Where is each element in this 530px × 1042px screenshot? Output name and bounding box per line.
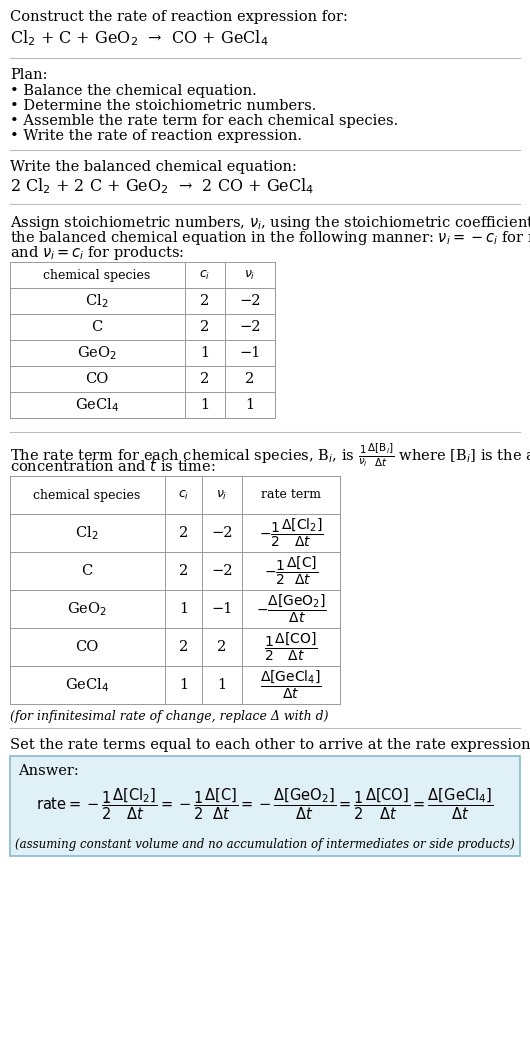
Text: 1: 1 bbox=[179, 602, 188, 616]
Text: $\mathrm{rate} = -\dfrac{1}{2}\dfrac{\Delta[\mathrm{Cl}_2]}{\Delta t} = -\dfrac{: $\mathrm{rate} = -\dfrac{1}{2}\dfrac{\De… bbox=[37, 787, 493, 822]
Text: • Determine the stoichiometric numbers.: • Determine the stoichiometric numbers. bbox=[10, 99, 316, 113]
Text: $\dfrac{1}{2}\dfrac{\Delta[\mathrm{CO}]}{\Delta t}$: $\dfrac{1}{2}\dfrac{\Delta[\mathrm{CO}]}… bbox=[264, 630, 318, 663]
Text: $-\dfrac{\Delta[\mathrm{GeO}_2]}{\Delta t}$: $-\dfrac{\Delta[\mathrm{GeO}_2]}{\Delta … bbox=[255, 593, 326, 625]
Text: • Assemble the rate term for each chemical species.: • Assemble the rate term for each chemic… bbox=[10, 114, 398, 128]
Text: chemical species: chemical species bbox=[33, 489, 140, 501]
Text: −2: −2 bbox=[239, 294, 261, 308]
Text: −2: −2 bbox=[211, 526, 233, 540]
Text: Assign stoichiometric numbers, $\nu_i$, using the stoichiometric coefficients, $: Assign stoichiometric numbers, $\nu_i$, … bbox=[10, 214, 530, 232]
Text: 1: 1 bbox=[200, 398, 209, 412]
Text: Set the rate terms equal to each other to arrive at the rate expression:: Set the rate terms equal to each other t… bbox=[10, 738, 530, 752]
Text: Write the balanced chemical equation:: Write the balanced chemical equation: bbox=[10, 160, 297, 174]
Text: $c_i$: $c_i$ bbox=[178, 489, 189, 501]
Text: C: C bbox=[91, 320, 103, 334]
Text: chemical species: chemical species bbox=[43, 269, 151, 281]
Text: $\nu_i$: $\nu_i$ bbox=[244, 269, 255, 281]
Text: 2: 2 bbox=[179, 526, 188, 540]
Text: $\dfrac{\Delta[\mathrm{GeCl}_4]}{\Delta t}$: $\dfrac{\Delta[\mathrm{GeCl}_4]}{\Delta … bbox=[260, 669, 322, 701]
Text: −2: −2 bbox=[239, 320, 261, 334]
Text: 1: 1 bbox=[245, 398, 254, 412]
Text: 2 Cl$_2$ + 2 C + GeO$_2$  →  2 CO + GeCl$_4$: 2 Cl$_2$ + 2 C + GeO$_2$ → 2 CO + GeCl$_… bbox=[10, 176, 314, 196]
Text: GeO$_2$: GeO$_2$ bbox=[67, 600, 107, 618]
Text: −1: −1 bbox=[211, 602, 233, 616]
Text: concentration and $t$ is time:: concentration and $t$ is time: bbox=[10, 458, 216, 474]
Text: Cl$_2$ + C + GeO$_2$  →  CO + GeCl$_4$: Cl$_2$ + C + GeO$_2$ → CO + GeCl$_4$ bbox=[10, 28, 269, 48]
Text: 1: 1 bbox=[200, 346, 209, 359]
Text: the balanced chemical equation in the following manner: $\nu_i = -c_i$ for react: the balanced chemical equation in the fo… bbox=[10, 229, 530, 247]
Text: and $\nu_i = c_i$ for products:: and $\nu_i = c_i$ for products: bbox=[10, 244, 184, 262]
Text: −2: −2 bbox=[211, 564, 233, 578]
Text: (assuming constant volume and no accumulation of intermediates or side products): (assuming constant volume and no accumul… bbox=[15, 838, 515, 851]
Text: Cl$_2$: Cl$_2$ bbox=[75, 524, 99, 542]
FancyBboxPatch shape bbox=[10, 756, 520, 855]
Text: Cl$_2$: Cl$_2$ bbox=[85, 292, 109, 309]
Text: CO: CO bbox=[85, 372, 109, 386]
Text: GeCl$_4$: GeCl$_4$ bbox=[65, 676, 109, 694]
Text: Answer:: Answer: bbox=[18, 764, 79, 778]
Text: GeO$_2$: GeO$_2$ bbox=[77, 344, 117, 362]
Text: −1: −1 bbox=[240, 346, 261, 359]
Text: $-\dfrac{1}{2}\dfrac{\Delta[\mathrm{C}]}{\Delta t}$: $-\dfrac{1}{2}\dfrac{\Delta[\mathrm{C}]}… bbox=[264, 554, 318, 588]
Text: 1: 1 bbox=[179, 678, 188, 692]
Text: (for infinitesimal rate of change, replace Δ with d): (for infinitesimal rate of change, repla… bbox=[10, 710, 329, 723]
Text: 2: 2 bbox=[200, 372, 210, 386]
Text: 2: 2 bbox=[179, 640, 188, 654]
Text: Construct the rate of reaction expression for:: Construct the rate of reaction expressio… bbox=[10, 10, 348, 24]
Text: $-\dfrac{1}{2}\dfrac{\Delta[\mathrm{Cl}_2]}{\Delta t}$: $-\dfrac{1}{2}\dfrac{\Delta[\mathrm{Cl}_… bbox=[259, 517, 323, 549]
Text: 2: 2 bbox=[200, 320, 210, 334]
Text: 2: 2 bbox=[245, 372, 254, 386]
Text: • Balance the chemical equation.: • Balance the chemical equation. bbox=[10, 84, 257, 98]
Text: • Write the rate of reaction expression.: • Write the rate of reaction expression. bbox=[10, 129, 302, 143]
Text: $c_i$: $c_i$ bbox=[199, 269, 210, 281]
Text: Plan:: Plan: bbox=[10, 68, 48, 82]
Text: 2: 2 bbox=[200, 294, 210, 308]
Text: 2: 2 bbox=[217, 640, 227, 654]
Text: C: C bbox=[82, 564, 93, 578]
Text: rate term: rate term bbox=[261, 489, 321, 501]
Text: 2: 2 bbox=[179, 564, 188, 578]
Text: The rate term for each chemical species, B$_i$, is $\frac{1}{\nu_i}\frac{\Delta[: The rate term for each chemical species,… bbox=[10, 442, 530, 470]
Text: $\nu_i$: $\nu_i$ bbox=[216, 489, 228, 501]
Text: 1: 1 bbox=[217, 678, 226, 692]
Text: CO: CO bbox=[75, 640, 99, 654]
Text: GeCl$_4$: GeCl$_4$ bbox=[75, 396, 119, 414]
